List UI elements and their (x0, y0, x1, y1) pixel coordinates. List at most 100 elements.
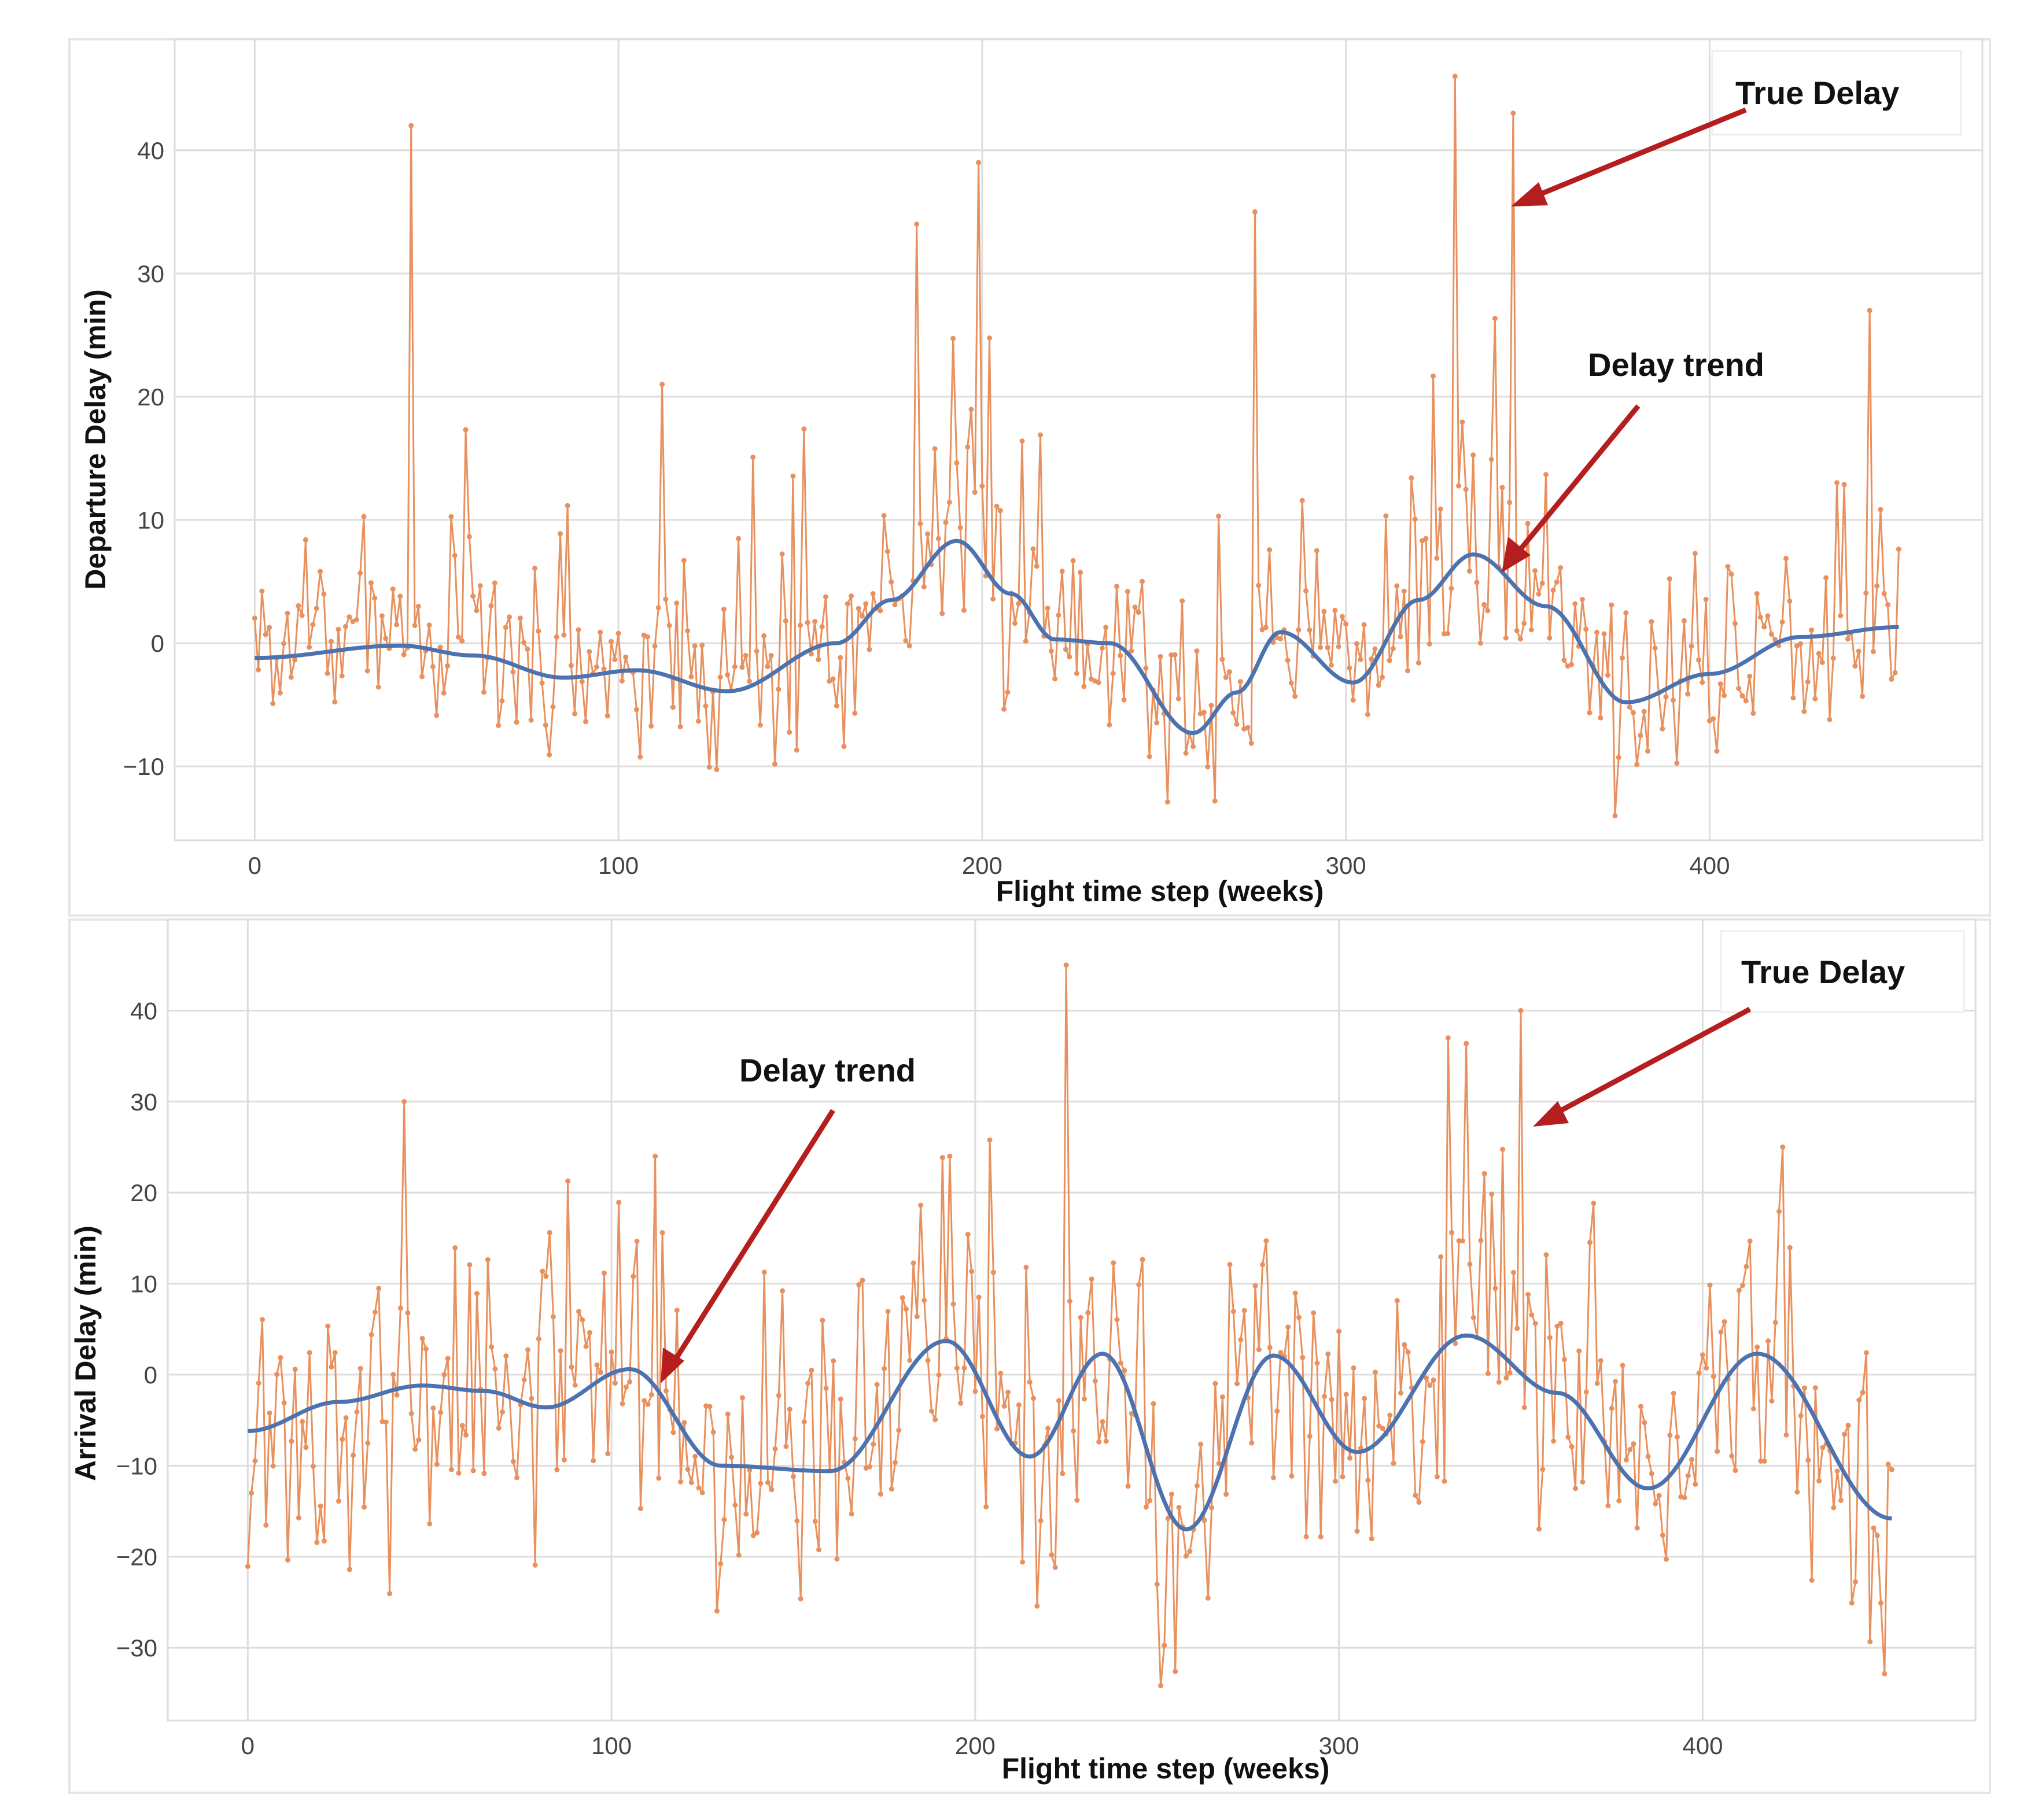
chart2-true-delay-point (1045, 1426, 1051, 1431)
chart1-true-delay-point (1609, 602, 1614, 608)
chart1-true-delay-point (1303, 588, 1308, 594)
chart1-true-delay-point (1059, 568, 1065, 574)
chart2-true-delay-point (383, 1419, 389, 1425)
chart1-true-delay-point (1226, 669, 1232, 675)
chart2-true-delay-point (925, 1357, 931, 1363)
chart2-true-delay-point (653, 1153, 658, 1159)
chart2-true-delay-point (867, 1464, 872, 1470)
chart1-true-delay-point (1717, 681, 1723, 687)
chart1-true-delay-point (561, 632, 567, 638)
chart1-true-delay-point (1779, 619, 1785, 625)
chart2-true-delay-point (1307, 1433, 1313, 1439)
chart2-true-delay-point (1500, 1146, 1506, 1152)
chart1-true-delay-point (1518, 636, 1523, 642)
chart2-true-delay-point (1867, 1639, 1873, 1645)
chart2-true-delay-point (357, 1365, 363, 1371)
chart2-true-delay-point (1722, 1319, 1727, 1324)
chart1-true-delay-point (648, 723, 654, 729)
chart2-true-delay-point (1554, 1323, 1560, 1329)
chart2-true-delay-point (950, 1301, 956, 1307)
chart1-true-delay-point (859, 613, 865, 619)
chart1-true-delay-point (1387, 658, 1392, 663)
chart2-true-delay-point (558, 1348, 563, 1354)
chart2-true-delay-point (791, 1474, 796, 1479)
chart2-true-delay-point (874, 1382, 880, 1387)
chart1-true-delay-point (1845, 636, 1851, 642)
chart2-true-delay-point (1056, 1398, 1061, 1404)
chart2-true-delay-point (314, 1540, 320, 1545)
chart1-true-delay-point (1230, 710, 1236, 715)
chart1-true-delay-point (1121, 697, 1127, 703)
chart1-true-delay-point (652, 643, 658, 649)
chart2-true-delay-point (648, 1392, 654, 1398)
chart2-true-delay-point (1845, 1423, 1851, 1428)
chart2-true-delay-point (1565, 1434, 1571, 1440)
chart2-true-delay-point (496, 1425, 502, 1431)
chart1-true-delay-point (754, 648, 760, 654)
chart1-true-delay-point (736, 536, 742, 541)
chart2-ytick-label: −10 (116, 1452, 157, 1479)
chart2-true-delay-point (1311, 1310, 1317, 1316)
chart1-true-delay-point (841, 744, 847, 750)
chart2-true-delay-point (1336, 1328, 1342, 1334)
chart2-true-delay-point (1532, 1321, 1538, 1326)
chart2-true-delay-point (532, 1562, 538, 1568)
chart1-true-delay-point (1630, 710, 1636, 715)
chart2-true-delay-point (572, 1382, 578, 1388)
chart2-true-delay-point (1613, 1379, 1618, 1385)
chart1-true-delay-point (790, 473, 796, 479)
chart1-true-delay-point (281, 641, 287, 647)
chart2-true-delay-point (1729, 1453, 1735, 1459)
chart2-xlabel: Flight time step (weeks) (1002, 1752, 1330, 1785)
chart2-true-delay-point (823, 1385, 829, 1391)
chart1-true-delay-point (572, 711, 578, 717)
chart1-true-delay-point (1423, 536, 1429, 541)
chart1-true-delay-point (517, 615, 523, 621)
chart1-true-delay-point (296, 603, 301, 608)
chart2-true-delay-point (1689, 1457, 1695, 1463)
chart1-true-delay-point (318, 568, 323, 574)
chart1-true-delay-point (1627, 704, 1632, 710)
chart2-true-delay-point (631, 1273, 636, 1279)
chart2-true-delay-point (551, 1314, 556, 1320)
chart1-true-delay-point (1700, 680, 1705, 685)
chart2-true-delay-point (1696, 1371, 1702, 1376)
chart1-true-delay-point (1129, 648, 1134, 654)
chart2-true-delay-point (696, 1485, 702, 1491)
chart1-xlabel: Flight time step (weeks) (996, 875, 1324, 907)
chart1-true-delay-point (550, 704, 556, 710)
chart1-true-delay-point (1234, 721, 1240, 727)
chart2-plot-area (167, 918, 1977, 1722)
chart1-true-delay-point (1078, 570, 1083, 575)
chart1-true-delay-point (1219, 656, 1225, 662)
chart2-true-delay-point (416, 1437, 422, 1443)
chart2-ytick-label: 0 (144, 1361, 157, 1389)
chart2-true-delay-point (620, 1401, 625, 1406)
chart1-true-delay-point (819, 624, 825, 630)
chart2-true-delay-point (1391, 1460, 1396, 1466)
chart2-true-delay-point (1340, 1474, 1346, 1479)
chart2-true-delay-point (699, 1490, 705, 1496)
chart2-true-delay-point (576, 1309, 581, 1315)
chart2-true-delay-point (939, 1155, 945, 1161)
chart2-true-delay-point (1598, 1358, 1604, 1364)
chart2-true-delay-point (1267, 1345, 1273, 1350)
chart2-true-delay-point (434, 1461, 440, 1467)
chart1-true-delay-point (270, 701, 276, 706)
chart2-true-delay-point (332, 1350, 338, 1356)
chart2-true-delay-point (852, 1436, 858, 1442)
chart1-true-delay-point (339, 673, 345, 679)
chart2-arrowhead-delay-trend (661, 1348, 684, 1383)
chart2-true-delay-point (1380, 1426, 1385, 1431)
chart1-true-delay-point (259, 588, 265, 594)
chart1-true-delay-point (830, 676, 836, 682)
chart2-true-delay-point (1638, 1404, 1643, 1409)
chart1-true-delay-point (666, 623, 672, 629)
chart1-true-delay-point (852, 710, 858, 716)
chart1-true-delay-point (543, 722, 548, 728)
chart1-true-delay-point (397, 593, 403, 599)
chart1-ytick-label: −10 (123, 753, 164, 780)
chart2-true-delay-point (1518, 1007, 1524, 1013)
chart1-true-delay-point (615, 630, 621, 636)
